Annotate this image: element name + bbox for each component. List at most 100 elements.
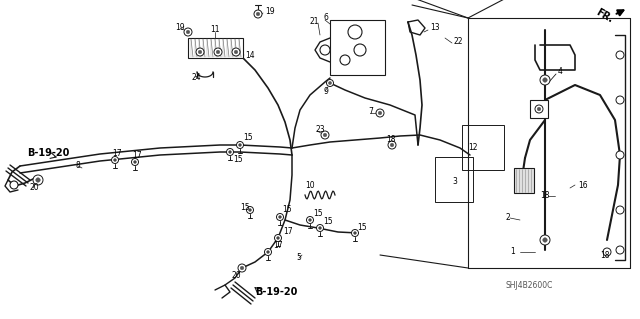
Circle shape bbox=[326, 79, 333, 86]
Circle shape bbox=[543, 238, 547, 242]
Circle shape bbox=[278, 216, 282, 219]
Bar bbox=[188, 38, 243, 58]
Bar bbox=[514, 168, 534, 193]
Circle shape bbox=[248, 209, 252, 211]
Text: 19: 19 bbox=[265, 8, 275, 17]
Circle shape bbox=[228, 151, 232, 153]
Text: 5: 5 bbox=[296, 254, 301, 263]
Text: 21: 21 bbox=[310, 18, 319, 26]
Text: 17: 17 bbox=[283, 227, 292, 236]
Text: 2: 2 bbox=[505, 213, 509, 222]
Text: 14: 14 bbox=[245, 50, 255, 60]
Text: 8: 8 bbox=[75, 160, 80, 169]
Circle shape bbox=[33, 175, 43, 185]
Circle shape bbox=[198, 50, 202, 54]
Circle shape bbox=[616, 151, 624, 159]
Text: FR.: FR. bbox=[594, 7, 614, 25]
Circle shape bbox=[340, 55, 350, 65]
Text: 12: 12 bbox=[468, 143, 477, 152]
Circle shape bbox=[308, 219, 312, 221]
Circle shape bbox=[10, 181, 18, 189]
Circle shape bbox=[616, 96, 624, 104]
Text: 6: 6 bbox=[323, 13, 328, 23]
Circle shape bbox=[319, 226, 321, 229]
Text: 17: 17 bbox=[273, 241, 283, 250]
Text: 17: 17 bbox=[112, 150, 122, 159]
Text: SHJ4B2600C: SHJ4B2600C bbox=[505, 280, 552, 290]
Circle shape bbox=[239, 144, 241, 146]
Text: 15: 15 bbox=[233, 155, 243, 165]
Text: 18: 18 bbox=[600, 250, 609, 259]
Circle shape bbox=[114, 159, 116, 161]
Text: 23: 23 bbox=[315, 125, 324, 135]
Circle shape bbox=[543, 78, 547, 82]
Circle shape bbox=[537, 107, 541, 111]
Circle shape bbox=[276, 213, 284, 220]
Circle shape bbox=[267, 251, 269, 253]
Text: 19: 19 bbox=[175, 23, 184, 32]
Text: 13: 13 bbox=[430, 24, 440, 33]
Circle shape bbox=[354, 44, 366, 56]
Text: B-19-20: B-19-20 bbox=[27, 148, 69, 158]
Circle shape bbox=[616, 206, 624, 214]
Circle shape bbox=[535, 105, 543, 113]
Text: 4: 4 bbox=[558, 68, 563, 77]
Circle shape bbox=[238, 264, 246, 272]
Circle shape bbox=[216, 50, 220, 54]
Text: 15: 15 bbox=[357, 224, 367, 233]
Text: B-19-20: B-19-20 bbox=[255, 287, 298, 297]
Circle shape bbox=[246, 206, 253, 213]
Circle shape bbox=[240, 266, 244, 270]
Circle shape bbox=[184, 28, 192, 36]
Circle shape bbox=[321, 131, 329, 139]
Text: 20: 20 bbox=[232, 271, 242, 279]
Circle shape bbox=[254, 10, 262, 18]
Circle shape bbox=[328, 81, 332, 85]
Text: 15: 15 bbox=[313, 209, 323, 218]
Circle shape bbox=[275, 234, 282, 241]
Text: 15: 15 bbox=[282, 205, 292, 214]
Circle shape bbox=[320, 45, 330, 55]
Circle shape bbox=[616, 51, 624, 59]
Circle shape bbox=[307, 217, 314, 224]
Bar bbox=[330, 20, 385, 75]
Bar bbox=[435, 157, 473, 202]
Circle shape bbox=[234, 50, 238, 54]
Circle shape bbox=[227, 149, 234, 155]
Text: 20: 20 bbox=[30, 183, 40, 192]
Circle shape bbox=[214, 48, 222, 56]
Bar bbox=[462, 125, 504, 170]
Text: 7: 7 bbox=[368, 108, 373, 116]
Text: 9: 9 bbox=[323, 87, 328, 97]
Bar bbox=[530, 100, 548, 118]
Circle shape bbox=[376, 109, 384, 117]
Circle shape bbox=[131, 159, 138, 166]
Circle shape bbox=[186, 30, 190, 34]
Text: 22: 22 bbox=[454, 38, 463, 47]
Circle shape bbox=[323, 133, 327, 137]
Circle shape bbox=[348, 25, 362, 39]
Text: 17: 17 bbox=[132, 152, 141, 160]
Text: 15: 15 bbox=[323, 218, 333, 226]
Circle shape bbox=[540, 235, 550, 245]
Text: 3: 3 bbox=[452, 177, 458, 187]
Circle shape bbox=[256, 12, 260, 16]
Circle shape bbox=[616, 246, 624, 254]
Circle shape bbox=[317, 225, 323, 232]
Text: 24: 24 bbox=[192, 73, 202, 83]
Text: 15: 15 bbox=[240, 204, 250, 212]
Circle shape bbox=[36, 178, 40, 182]
Text: 1: 1 bbox=[510, 248, 515, 256]
Text: 16: 16 bbox=[578, 181, 588, 189]
Circle shape bbox=[111, 157, 118, 164]
Text: 15: 15 bbox=[243, 132, 253, 142]
Circle shape bbox=[388, 141, 396, 149]
Text: 10: 10 bbox=[305, 181, 315, 189]
Circle shape bbox=[378, 111, 382, 115]
Circle shape bbox=[237, 142, 243, 149]
Text: 18: 18 bbox=[386, 136, 396, 145]
Circle shape bbox=[232, 48, 240, 56]
Text: 18: 18 bbox=[540, 190, 550, 199]
Circle shape bbox=[351, 229, 358, 236]
Circle shape bbox=[276, 237, 280, 239]
